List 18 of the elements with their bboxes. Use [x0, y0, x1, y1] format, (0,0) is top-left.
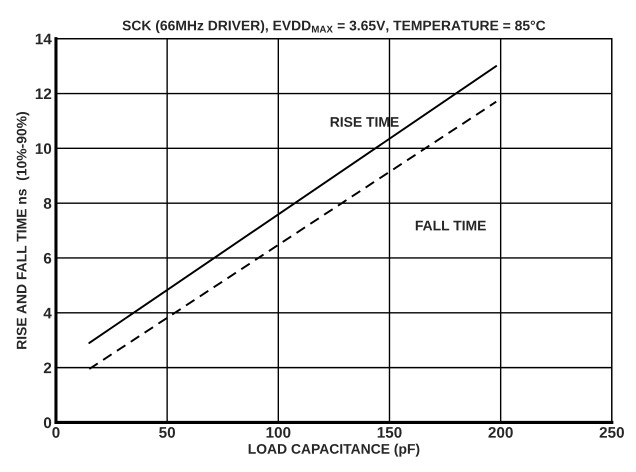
x-tick-label: 0	[52, 427, 60, 438]
annotation: FALL TIME	[416, 220, 486, 230]
x-tick-label: 100	[266, 427, 290, 438]
y-axis-title: RISE AND FALL TIME ns (10%-90%)	[16, 112, 30, 349]
y-tick-label: 10	[36, 143, 52, 154]
y-tick-label: 4	[44, 308, 52, 318]
y-tick-label: 2	[44, 362, 52, 374]
x-tick-label: 150	[378, 427, 402, 438]
x-tick-label: 250	[600, 427, 624, 438]
y-tick-label: 0	[44, 417, 52, 428]
chart-title: SCK (66MHz DRIVER), EVDD$_{MAX}$ = 3.65V, TEMPERATURE = 85°C	[122, 20, 546, 34]
y-tick-label: 6	[44, 252, 52, 264]
x-tick-label: 200	[488, 427, 513, 438]
y-tick-label: 12	[36, 88, 52, 100]
y-tick-label: 14	[36, 34, 52, 44]
y-tick-label: 8	[44, 198, 52, 209]
x-axis-title: LOAD CAPACITANCE (pF)	[248, 444, 420, 457]
x-tick-label: 50	[159, 427, 176, 438]
